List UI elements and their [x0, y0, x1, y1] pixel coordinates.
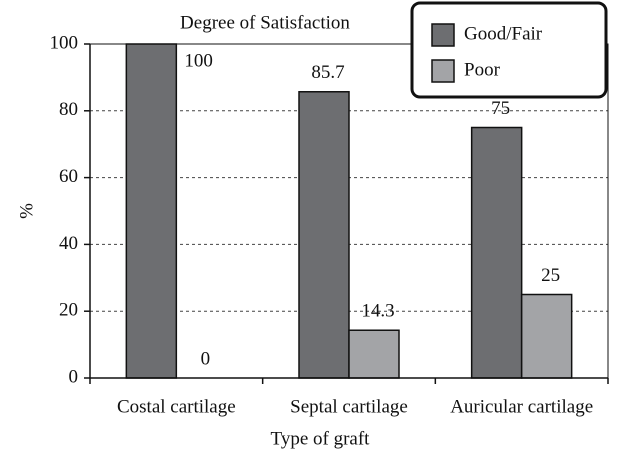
plot-border [89, 43, 609, 379]
legend-swatch [431, 23, 455, 47]
x-tick-label: Septal cartilage [290, 396, 408, 417]
legend-swatch [431, 59, 455, 83]
y-tick-label: 60 [59, 166, 78, 187]
data-label: 85.7 [311, 62, 344, 83]
data-label: 14.3 [361, 301, 394, 322]
y-tick-label: 100 [50, 32, 79, 53]
chart-title: Degree of Satisfaction [180, 12, 350, 33]
data-label: 0 [201, 348, 211, 369]
y-tick-label: 40 [59, 233, 78, 254]
data-label: 75 [491, 98, 510, 119]
bar [298, 91, 350, 379]
y-tick-label: 20 [59, 300, 78, 321]
legend-label: Poor [464, 59, 501, 80]
bar [470, 126, 523, 379]
bar [125, 43, 178, 379]
data-label: 100 [184, 50, 213, 71]
data-label: 25 [541, 265, 560, 286]
y-tick-label: 0 [69, 366, 79, 387]
x-tick-label: Auricular cartilage [450, 396, 593, 417]
legend-box [410, 1, 608, 99]
x-axis-label: Type of graft [271, 428, 371, 449]
legend-label: Good/Fair [464, 23, 543, 44]
bar [348, 329, 400, 379]
bar [520, 293, 573, 379]
y-tick-label: 80 [59, 99, 78, 120]
x-tick-label: Costal cartilage [117, 396, 236, 417]
y-axis-label: % [16, 203, 37, 219]
